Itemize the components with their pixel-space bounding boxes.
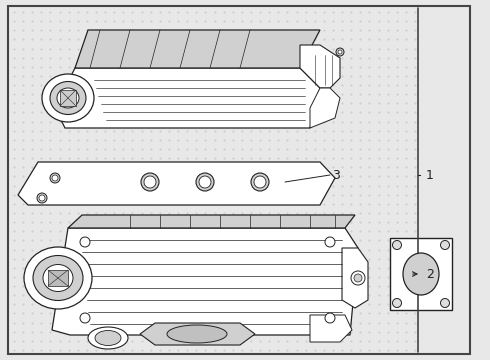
Ellipse shape <box>354 274 362 282</box>
Text: 1: 1 <box>426 168 434 181</box>
Ellipse shape <box>392 240 401 249</box>
Polygon shape <box>390 238 452 310</box>
Ellipse shape <box>33 256 83 301</box>
Polygon shape <box>310 88 340 128</box>
Ellipse shape <box>80 237 90 247</box>
Ellipse shape <box>325 313 335 323</box>
Ellipse shape <box>42 74 94 122</box>
Ellipse shape <box>254 176 266 188</box>
Polygon shape <box>310 315 352 342</box>
Polygon shape <box>48 270 68 286</box>
Ellipse shape <box>251 173 269 191</box>
Ellipse shape <box>336 48 344 56</box>
Ellipse shape <box>95 330 121 346</box>
Polygon shape <box>300 45 340 88</box>
Ellipse shape <box>403 253 439 295</box>
Polygon shape <box>55 68 320 128</box>
Ellipse shape <box>441 240 449 249</box>
Ellipse shape <box>441 298 449 307</box>
Ellipse shape <box>52 175 58 181</box>
Polygon shape <box>140 323 255 345</box>
Ellipse shape <box>141 173 159 191</box>
Polygon shape <box>68 215 355 228</box>
Ellipse shape <box>57 88 79 108</box>
Ellipse shape <box>167 325 227 343</box>
Text: 3: 3 <box>332 168 340 181</box>
Polygon shape <box>75 30 320 68</box>
Ellipse shape <box>43 265 73 292</box>
Ellipse shape <box>392 298 401 307</box>
Ellipse shape <box>24 247 92 309</box>
Polygon shape <box>18 162 335 205</box>
Ellipse shape <box>50 173 60 183</box>
Ellipse shape <box>37 193 47 203</box>
Polygon shape <box>60 90 76 106</box>
Polygon shape <box>342 248 368 308</box>
Ellipse shape <box>144 176 156 188</box>
Ellipse shape <box>88 327 128 349</box>
Ellipse shape <box>199 176 211 188</box>
Ellipse shape <box>80 313 90 323</box>
Polygon shape <box>52 228 358 335</box>
Ellipse shape <box>325 237 335 247</box>
Ellipse shape <box>351 271 365 285</box>
Ellipse shape <box>50 81 86 114</box>
Text: 2: 2 <box>426 267 434 280</box>
Ellipse shape <box>196 173 214 191</box>
Ellipse shape <box>338 50 342 54</box>
Ellipse shape <box>39 195 45 201</box>
